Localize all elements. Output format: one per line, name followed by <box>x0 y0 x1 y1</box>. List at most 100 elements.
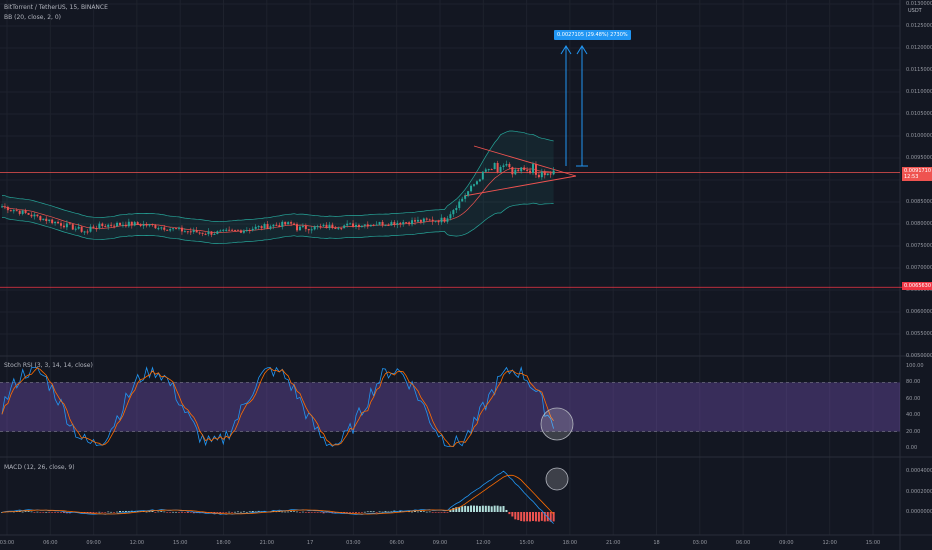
candle-body <box>369 224 372 227</box>
candle-body <box>248 230 251 232</box>
candle-body <box>526 169 529 171</box>
current-price-countdown: 12:53 <box>904 174 919 180</box>
candle-body <box>39 216 42 221</box>
macd-histogram-bar <box>101 512 104 513</box>
candle-body <box>24 210 27 213</box>
macd-histogram-bar <box>225 512 228 513</box>
candle-body <box>416 219 419 222</box>
candle-body <box>110 224 113 226</box>
macd-label[interactable]: MACD (12, 26, close, 9) <box>4 464 75 471</box>
macd-histogram-bar <box>192 512 195 514</box>
macd-histogram-bar <box>470 505 473 512</box>
candle-body <box>62 225 65 228</box>
candle-body <box>313 226 316 230</box>
candle-body <box>142 224 145 226</box>
stoch-rsi-label[interactable]: Stoch RSI (3, 3, 14, 14, close) <box>4 362 93 369</box>
candle-body <box>3 206 6 208</box>
stoch-tick-label: 20.00 <box>906 428 921 435</box>
candle-body <box>414 220 416 222</box>
candle-body <box>546 173 549 176</box>
candle-body <box>399 222 402 225</box>
candle-body <box>296 224 298 231</box>
candle-body <box>54 221 57 224</box>
candle-body <box>449 214 452 219</box>
candle-body <box>461 198 464 202</box>
candle-body <box>490 169 493 171</box>
candle-body <box>237 230 239 232</box>
macd-histogram-bar <box>245 511 248 513</box>
macd-histogram-bar <box>39 512 42 513</box>
candle-body <box>1 206 3 208</box>
macd-histogram-bar <box>552 512 555 522</box>
candle-body <box>549 173 552 175</box>
macd-histogram-bar <box>301 511 304 513</box>
macd-histogram-bar <box>473 505 475 512</box>
candle-body <box>499 167 502 173</box>
macd-histogram-bar <box>228 511 231 513</box>
candle-body <box>290 222 293 224</box>
macd-histogram-bar <box>119 511 121 512</box>
candle-body <box>284 221 287 225</box>
macd-histogram-bar <box>163 511 166 513</box>
candle-body <box>231 229 234 231</box>
candle-body <box>540 171 543 178</box>
macd-histogram-bar <box>505 509 508 512</box>
candle-body <box>543 171 546 176</box>
macd-histogram-bar <box>481 505 484 512</box>
macd-histogram-bar <box>540 512 543 521</box>
macd-histogram-bar <box>92 512 95 513</box>
candle-body <box>487 169 490 171</box>
triangle-lower-line <box>463 175 577 197</box>
candle-body <box>104 226 107 228</box>
macd-histogram-bar <box>21 511 24 513</box>
macd-histogram-bar <box>160 511 163 512</box>
candle-body <box>428 219 431 221</box>
macd-histogram-bar <box>254 511 257 513</box>
macd-histogram-bar <box>313 512 316 513</box>
candle-body <box>86 231 89 233</box>
candle-body <box>172 228 175 230</box>
candle-body <box>396 222 399 225</box>
macd-histogram-bar <box>213 512 216 513</box>
macd-histogram-bar <box>452 508 455 512</box>
macd-histogram-bar <box>520 512 523 522</box>
candle-body <box>98 223 101 229</box>
macd-histogram-bar <box>33 512 36 513</box>
highlight-circle <box>545 467 569 491</box>
candle-body <box>242 230 245 233</box>
candle-body <box>245 230 248 232</box>
candle-body <box>195 230 198 233</box>
candle-body <box>266 224 269 229</box>
time-tick-label: 06:00 <box>389 540 404 546</box>
candle-body <box>198 232 201 234</box>
macd-histogram-bar <box>517 512 520 521</box>
candle-body <box>467 191 470 196</box>
candle-body <box>154 225 157 229</box>
macd-histogram-bar <box>437 512 440 513</box>
macd-histogram-bar <box>42 512 45 513</box>
candle-body <box>470 185 473 192</box>
bb-indicator-label[interactable]: BB (20, close, 2, 0) <box>4 14 61 21</box>
candle-body <box>425 218 428 220</box>
bollinger-fill <box>2 131 554 244</box>
candle-body <box>9 210 12 212</box>
symbol-title[interactable]: BitTorrent / TetherUS, 15, BINANCE <box>4 4 108 11</box>
macd-histogram-bar <box>296 511 298 513</box>
time-tick-label: 12:00 <box>129 540 145 546</box>
grid <box>0 0 900 535</box>
arrow-head-icon <box>576 45 588 55</box>
currency-label: USDT <box>908 8 922 14</box>
macd-histogram-bar <box>440 512 443 513</box>
macd-histogram-bar <box>384 511 387 512</box>
macd-histogram-bar <box>499 506 502 512</box>
candle-body <box>12 210 15 212</box>
macd-tick-label: 0.0000000 <box>906 509 932 515</box>
candle-body <box>95 228 98 230</box>
time-tick-label: 09:00 <box>432 540 448 546</box>
macd-histogram-bar <box>387 511 390 513</box>
candle-body <box>293 223 296 225</box>
macd-histogram-bar <box>319 512 322 513</box>
candle-body <box>213 233 216 235</box>
macd-histogram-bar <box>316 512 319 513</box>
